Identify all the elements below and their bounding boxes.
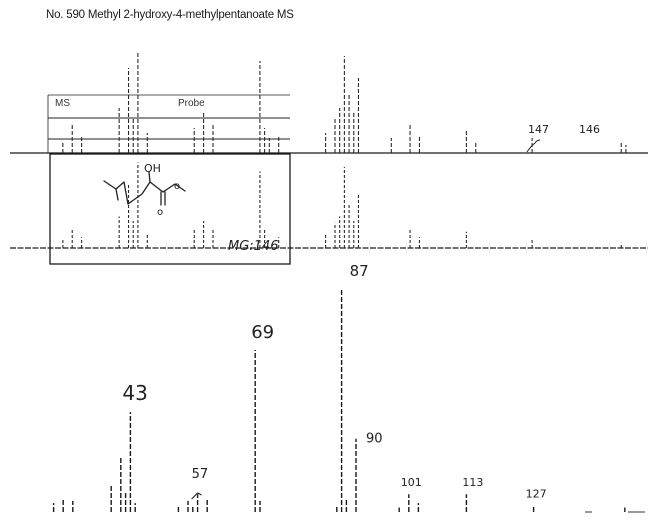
- upper-trace-label-147: 147: [528, 123, 549, 136]
- peak-label-43: 43: [122, 381, 147, 405]
- peak-label-113: 113: [462, 476, 483, 489]
- overview-top-trace: [62, 53, 627, 153]
- peak-57-hook: [191, 492, 202, 500]
- main-spectrum-bars: [52, 290, 626, 512]
- upper-trace-label-146: 146: [579, 123, 600, 136]
- hydroxyl-label: OH: [144, 162, 161, 175]
- molecular-weight-note: MG:146: [228, 239, 278, 254]
- peak-label-90: 90: [366, 432, 383, 447]
- ms-label: MS: [55, 98, 70, 109]
- peak-label-127: 127: [526, 487, 547, 500]
- main-spectrum-peak-labels: 43 57 69 87 90 101 113 127: [122, 262, 546, 500]
- peak-label-101: 101: [401, 476, 422, 489]
- carbonyl-o-glyph: o: [157, 207, 163, 218]
- molecule-structure-drawing: [103, 171, 186, 206]
- peak-label-87: 87: [350, 262, 369, 280]
- overview-panel: MS Probe OH o o MG:146 147 146: [10, 53, 648, 265]
- peak-label-69: 69: [251, 322, 274, 343]
- upper-trace-label-tick: [526, 139, 541, 153]
- page-title: No. 590 Methyl 2-hydroxy-4-methylpentano…: [46, 9, 294, 21]
- overview-bottom-trace: [62, 162, 622, 248]
- main-spectrum: 43 57 69 87 90 101 113 127: [52, 262, 645, 513]
- structure-box: [49, 153, 291, 265]
- probe-label: Probe: [178, 98, 205, 109]
- peak-label-57: 57: [192, 467, 209, 482]
- ester-o-glyph: o: [174, 181, 180, 192]
